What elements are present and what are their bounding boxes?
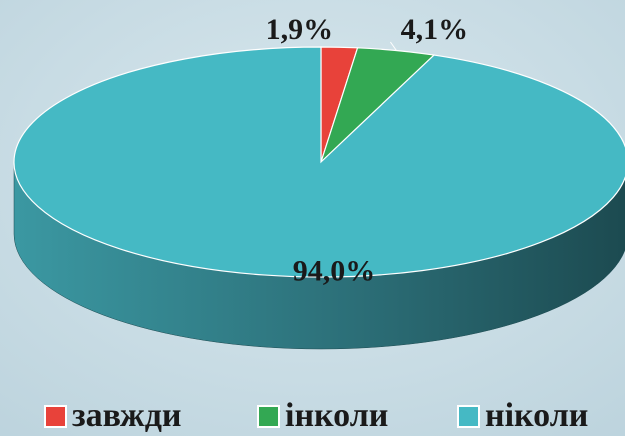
data-label: 94,0% [293,255,376,288]
data-label: 1,9% [266,13,334,46]
legend-swatch [257,405,280,428]
legend-swatch [457,405,480,428]
legend-label: інколи [285,397,388,434]
leader-line [390,41,397,51]
legend-label: завжди [72,397,182,434]
data-label: 4,1% [401,13,469,46]
legend-swatch [44,405,67,428]
legend-label: ніколи [485,397,588,434]
slice [13,46,625,278]
